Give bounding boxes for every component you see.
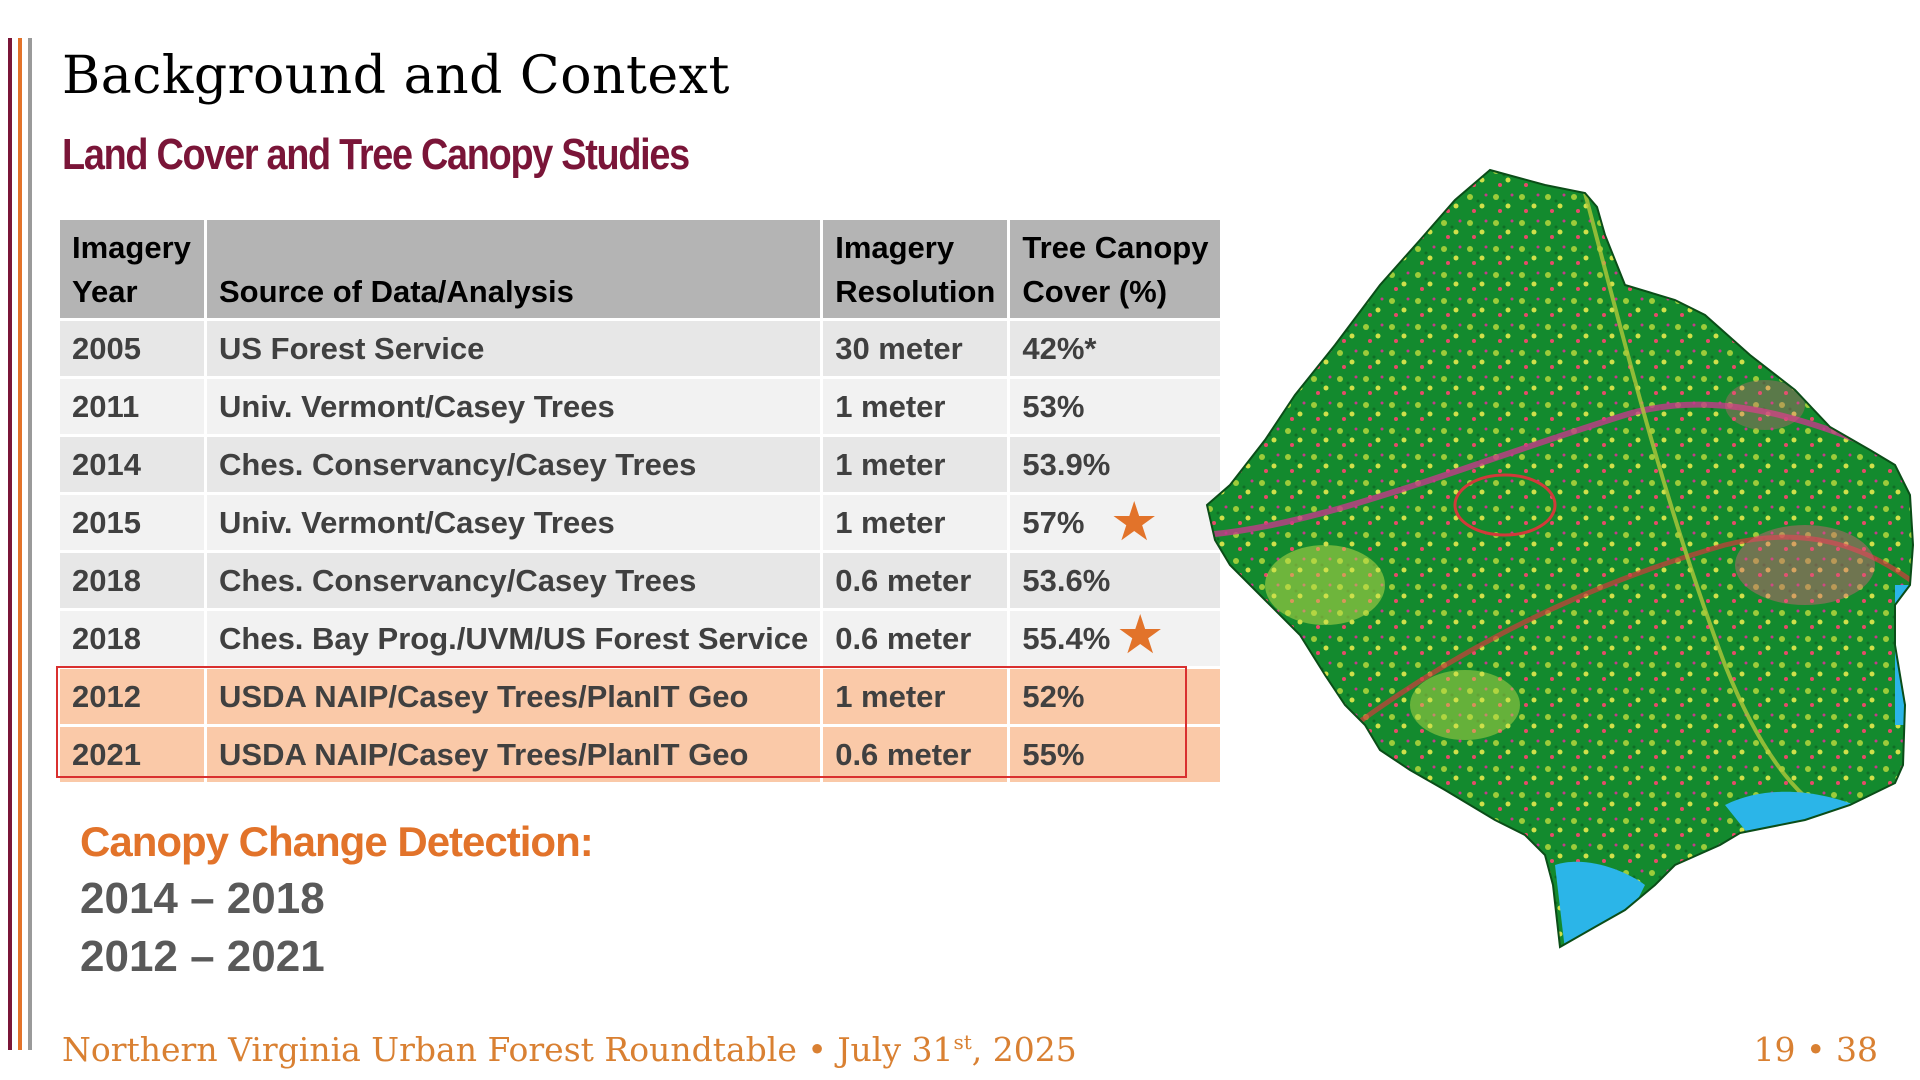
header-imagery-year: Imagery Year	[60, 220, 204, 318]
change-detection-heading: Canopy Change Detection:	[80, 818, 594, 865]
tree-canopy-map-image	[1205, 168, 1915, 949]
cell-year: 2018	[60, 611, 204, 666]
cell-source: Ches. Conservancy/Casey Trees	[207, 437, 821, 492]
cell-year: 2014	[60, 437, 204, 492]
cell-year: 2011	[60, 379, 204, 434]
table-header-row: Imagery Year Source of Data/Analysis Imag…	[60, 220, 1221, 318]
cell-cover: 52%	[1010, 669, 1221, 724]
table-row-highlighted: 2012 USDA NAIP/Casey Trees/PlanIT Geo 1 …	[60, 669, 1221, 724]
cell-resolution: 0.6 meter	[823, 611, 1008, 666]
star-icon: ★	[1116, 605, 1165, 665]
change-range: 2012 – 2021	[80, 932, 325, 981]
cell-source: Univ. Vermont/Casey Trees	[207, 495, 821, 550]
cell-resolution: 1 meter	[823, 495, 1008, 550]
cell-cover: 55.4%	[1010, 611, 1221, 666]
table-row: 2018 Ches. Bay Prog./UVM/US Forest Servi…	[60, 611, 1221, 666]
cell-year: 2018	[60, 553, 204, 608]
cell-cover: 42%*	[1010, 321, 1221, 376]
cell-year: 2012	[60, 669, 204, 724]
cell-resolution: 30 meter	[823, 321, 1008, 376]
cell-year: 2005	[60, 321, 204, 376]
page-number: 19 • 38	[1753, 1030, 1878, 1069]
header-source: Source of Data/Analysis	[207, 220, 821, 318]
cell-year: 2021	[60, 727, 204, 782]
accent-bar-maroon	[8, 38, 12, 1050]
footer-event: Northern Virginia Urban Forest Roundtabl…	[62, 1030, 1077, 1069]
accent-bar-orange	[18, 38, 22, 1050]
cell-cover: 53.6%	[1010, 553, 1221, 608]
cell-cover: 55%	[1010, 727, 1221, 782]
cell-cover: 53%	[1010, 379, 1221, 434]
header-canopy-cover: Tree Canopy Cover (%)	[1010, 220, 1221, 318]
cell-resolution: 0.6 meter	[823, 727, 1008, 782]
slide-title: Background and Context	[62, 46, 730, 106]
cell-resolution: 1 meter	[823, 437, 1008, 492]
change-range: 2014 – 2018	[80, 874, 325, 923]
table-row: 2011 Univ. Vermont/Casey Trees 1 meter 5…	[60, 379, 1221, 434]
cell-source: Ches. Conservancy/Casey Trees	[207, 553, 821, 608]
cell-source: USDA NAIP/Casey Trees/PlanIT Geo	[207, 727, 821, 782]
cell-source: US Forest Service	[207, 321, 821, 376]
header-resolution: Imagery Resolution	[823, 220, 1008, 318]
table-row: 2005 US Forest Service 30 meter 42%*	[60, 321, 1221, 376]
slide-subtitle: Land Cover and Tree Canopy Studies	[62, 130, 690, 179]
cell-resolution: 0.6 meter	[823, 553, 1008, 608]
table-row: 2018 Ches. Conservancy/Casey Trees 0.6 m…	[60, 553, 1221, 608]
table-row: 2015 Univ. Vermont/Casey Trees 1 meter 5…	[60, 495, 1221, 550]
cell-resolution: 1 meter	[823, 379, 1008, 434]
cell-resolution: 1 meter	[823, 669, 1008, 724]
cell-year: 2015	[60, 495, 204, 550]
cell-source: USDA NAIP/Casey Trees/PlanIT Geo	[207, 669, 821, 724]
cell-source: Ches. Bay Prog./UVM/US Forest Service	[207, 611, 821, 666]
star-icon: ★	[1110, 492, 1159, 552]
accent-bar-gray	[28, 38, 32, 1050]
cell-cover: 57%	[1010, 495, 1221, 550]
canopy-studies-table: Imagery Year Source of Data/Analysis Imag…	[57, 217, 1223, 785]
cell-source: Univ. Vermont/Casey Trees	[207, 379, 821, 434]
cell-cover: 53.9%	[1010, 437, 1221, 492]
table-row: 2014 Ches. Conservancy/Casey Trees 1 met…	[60, 437, 1221, 492]
table-row-highlighted: 2021 USDA NAIP/Casey Trees/PlanIT Geo 0.…	[60, 727, 1221, 782]
